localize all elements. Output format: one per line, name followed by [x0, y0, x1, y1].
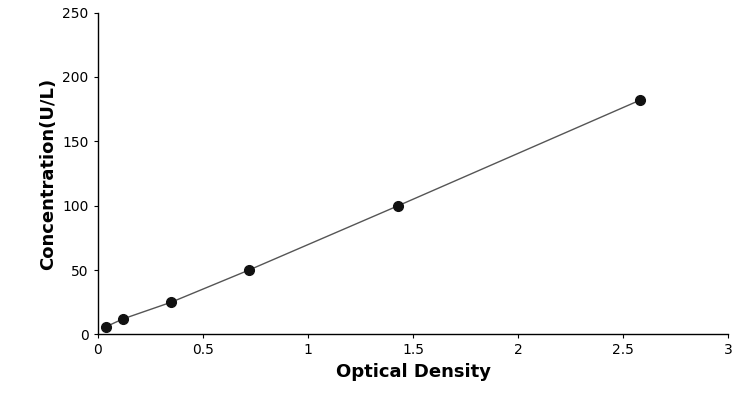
Point: [392, 202, 404, 209]
Y-axis label: Concentration(U/L): Concentration(U/L): [38, 77, 56, 270]
Point: [243, 267, 255, 273]
Point: [117, 316, 129, 322]
Point: [100, 324, 112, 330]
X-axis label: Optical Density: Optical Density: [336, 363, 490, 381]
Point: [165, 299, 177, 306]
Point: [634, 97, 646, 103]
